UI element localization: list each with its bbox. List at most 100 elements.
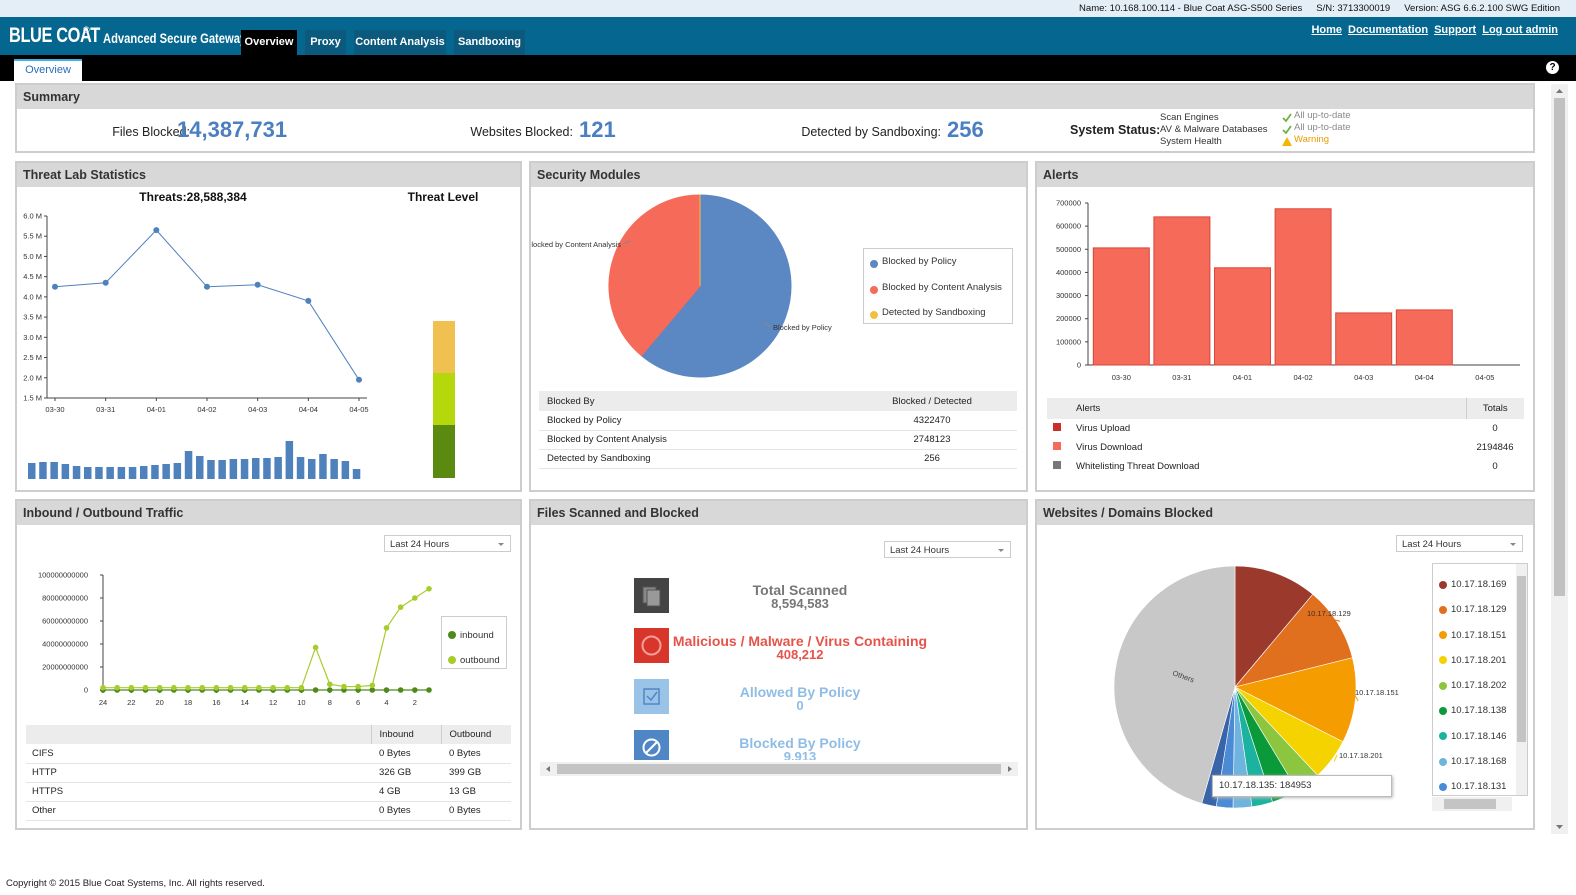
link[interactable]: Support xyxy=(1434,24,1477,36)
traffic-table: Inbound Outbound CIFS 0 Bytes 0 Bytes HTTP 3… xyxy=(26,725,511,821)
bar xyxy=(240,459,249,479)
table-cell: Blocked by Policy xyxy=(547,414,622,426)
h-scrollbar[interactable] xyxy=(1432,797,1512,811)
table-cell: 0 xyxy=(1492,461,1498,472)
summary-label: Websites Blocked: xyxy=(470,125,573,139)
file-stat: Malicious / Malware / Virus Containing 40… xyxy=(624,633,976,662)
bar xyxy=(50,462,58,479)
point xyxy=(254,281,261,288)
point xyxy=(213,684,220,691)
page-scrollbar[interactable] xyxy=(1551,84,1568,834)
traffic-chart: 0 20000000000 40000000000 60000000000 800000… xyxy=(38,571,432,707)
nav-tab[interactable]: Content Analysis xyxy=(354,30,446,55)
panel-title: Security Modules xyxy=(531,163,1026,187)
header-links: Home Documentation Support Log out admin xyxy=(1305,24,1558,36)
legend-item: 10.17.18.201 xyxy=(1433,648,1527,673)
bar xyxy=(173,463,182,479)
legend-item: outbound xyxy=(442,648,506,673)
scroll-thumb[interactable] xyxy=(1554,98,1565,596)
table-cell: Whitelisting Threat Download xyxy=(1076,461,1200,472)
bar xyxy=(352,469,361,479)
legend-dot xyxy=(870,311,878,319)
legend-dot xyxy=(1439,782,1447,791)
legend-label: 10.17.18.151 xyxy=(1451,629,1507,641)
point xyxy=(142,684,149,691)
icon-glyph xyxy=(645,741,658,754)
icon-allowed xyxy=(634,679,669,714)
point xyxy=(52,283,58,290)
link[interactable]: Home xyxy=(1311,24,1342,36)
range-select[interactable]: Last 24 Hours xyxy=(884,541,1011,558)
table-cell: CIFS xyxy=(32,747,54,759)
nav-tab[interactable]: Overview xyxy=(241,30,297,55)
y-tick-label: 2.0 M xyxy=(23,373,42,382)
table-row: Detected by Sandboxing 256 xyxy=(539,449,1017,468)
security-pie: Blocked by Policy Blocked by Content Anal… xyxy=(531,194,832,378)
point xyxy=(383,687,390,693)
legend-dot xyxy=(1439,757,1447,766)
bar xyxy=(1092,247,1150,366)
footer: Copyright © 2015 Blue Coat Systems, Inc.… xyxy=(6,878,265,889)
legend-label: outbound xyxy=(460,655,500,666)
nav-tab[interactable]: Sandboxing xyxy=(454,30,525,55)
bar xyxy=(84,467,92,479)
legend-label: 10.17.18.138 xyxy=(1451,705,1507,717)
x-tick-label: 14 xyxy=(241,698,249,707)
summary-panel: Summary Files Blocked: 14,387,731 Websit… xyxy=(15,83,1535,153)
column-header: Inbound xyxy=(371,725,442,744)
table-row: Whitelisting Threat Download 0 xyxy=(1047,457,1524,476)
x-tick-label: 22 xyxy=(127,698,135,707)
scroll-thumb[interactable] xyxy=(1517,576,1526,742)
point xyxy=(312,687,319,693)
sub-tab[interactable]: Overview xyxy=(14,59,82,81)
scroll-arrow[interactable] xyxy=(1556,89,1563,93)
table-cell: HTTP xyxy=(32,767,57,778)
panel-title: Summary xyxy=(17,85,1533,109)
legend-dot xyxy=(1439,681,1447,690)
link[interactable]: Documentation xyxy=(1348,24,1429,36)
x-tick-label: 04-01 xyxy=(1233,373,1252,382)
bar xyxy=(28,463,36,479)
bar xyxy=(263,458,271,479)
table-row: Virus Upload 0 xyxy=(1047,419,1524,438)
panel-title: Websites / Domains Blocked xyxy=(1037,501,1533,525)
bar xyxy=(1153,216,1211,366)
file-stat-label: Malicious / Malware / Virus Containing xyxy=(672,633,928,649)
v-scrollbar[interactable] xyxy=(1516,564,1527,795)
table-cell: Blocked by Content Analysis xyxy=(547,434,667,445)
summary-value: 121 xyxy=(579,117,616,142)
help-button[interactable]: ? xyxy=(1546,61,1559,74)
range-select[interactable]: Last 24 Hours xyxy=(384,535,511,552)
legend-item: 10.17.18.202 xyxy=(1433,673,1527,698)
scroll-thumb[interactable] xyxy=(557,764,1001,774)
product-name: Advanced Secure Gateway xyxy=(103,30,247,46)
range-select[interactable]: Last 24 Hours xyxy=(1396,535,1523,552)
bar xyxy=(1214,267,1271,366)
leader-line xyxy=(622,240,632,245)
x-tick-label: 04-03 xyxy=(1354,373,1373,382)
alert-swatch xyxy=(1053,461,1061,469)
table-header: Blocked By Blocked / Detected xyxy=(539,391,1017,411)
security-table: Blocked By Blocked / Detected Blocked by… xyxy=(539,391,1017,469)
bar xyxy=(229,459,238,479)
legend-dot xyxy=(1439,631,1447,640)
scroll-arrow[interactable] xyxy=(1008,766,1012,772)
scroll-arrow[interactable] xyxy=(1556,825,1563,829)
scroll-arrow[interactable] xyxy=(546,766,550,772)
h-scrollbar[interactable] xyxy=(540,762,1018,776)
point xyxy=(383,625,390,631)
link[interactable]: Log out admin xyxy=(1482,24,1558,36)
gauge-segment xyxy=(433,425,455,478)
y-tick-label: 40000000000 xyxy=(42,640,88,649)
status-name: Scan Engines xyxy=(1160,112,1219,123)
pie-label: 10.17.18.151 xyxy=(1355,688,1399,697)
table-row: CIFS 0 Bytes 0 Bytes xyxy=(26,744,511,763)
table-cell: 4322470 xyxy=(913,414,951,426)
tooltip: 10.17.18.135: 184953 xyxy=(1212,775,1392,797)
scroll-thumb[interactable] xyxy=(1444,799,1496,809)
nav-tab[interactable]: Proxy xyxy=(305,30,346,55)
gauge-title: Threat Level xyxy=(408,190,479,204)
y-tick-label: 400000 xyxy=(1056,268,1081,277)
file-stat: Allowed By Policy 0 xyxy=(624,684,976,713)
table-cell: 0 Bytes xyxy=(379,747,411,759)
